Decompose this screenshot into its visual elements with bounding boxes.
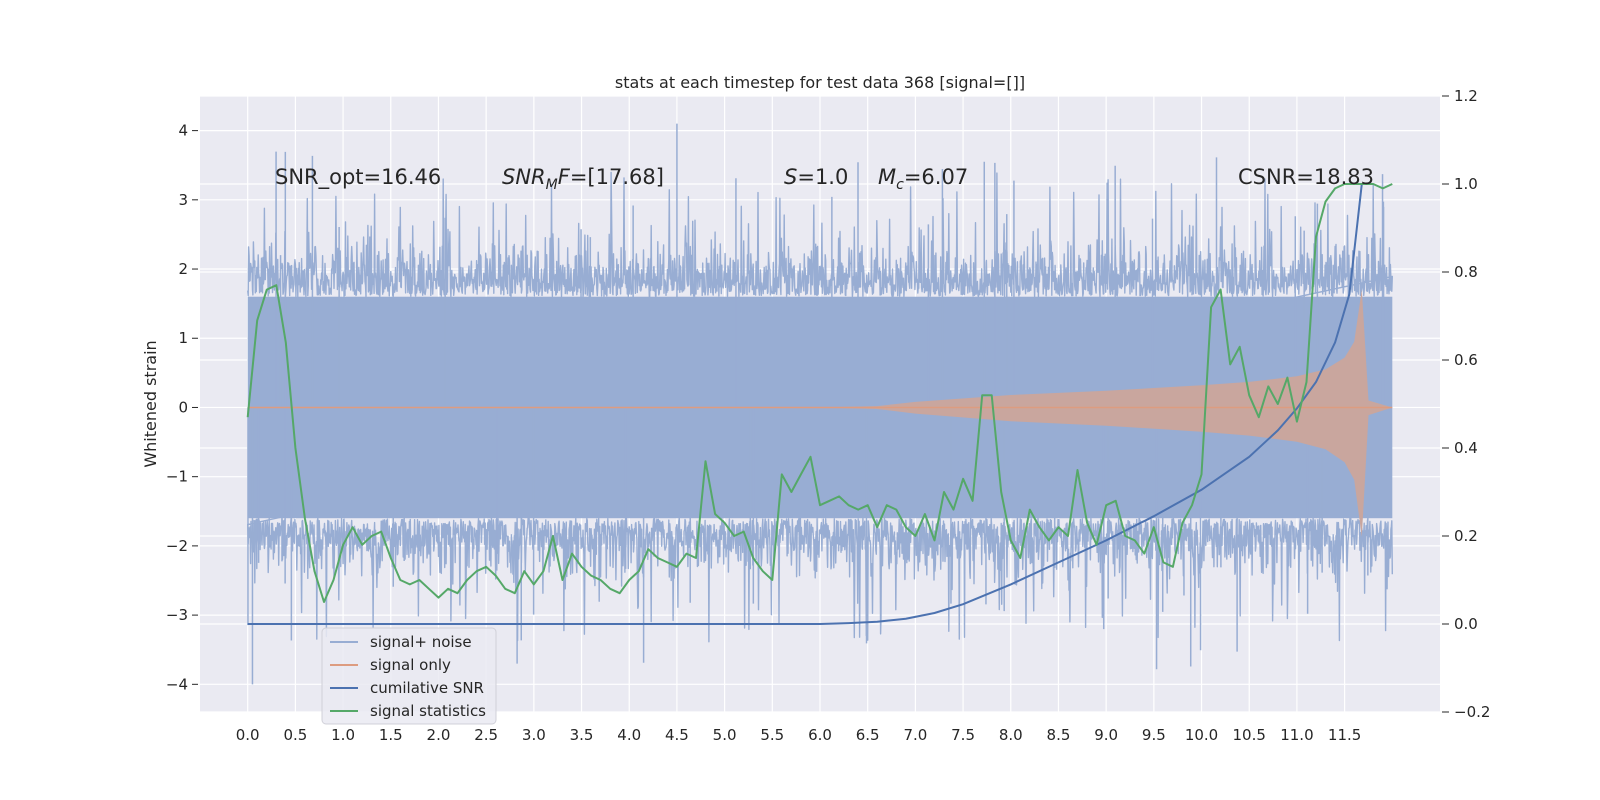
annotation-snr-mf-symbol: SNR <box>502 165 546 189</box>
y-tick-label: −1 <box>166 468 188 486</box>
annotation-mc: Mc=6.07 <box>878 165 968 193</box>
x-tick-label: 8.5 <box>1047 726 1071 744</box>
x-tick-label: 0.0 <box>236 726 260 744</box>
x-tick-label: 5.0 <box>713 726 737 744</box>
y2-tick-label: 0.2 <box>1454 527 1478 545</box>
y-tick-label: 4 <box>178 122 188 140</box>
x-tick-label: 9.5 <box>1142 726 1166 744</box>
y-axis-ticks: 4 3 2 1 0 −1 −2 −3 −4 <box>166 122 198 693</box>
x-tick-label: 10.5 <box>1233 726 1266 744</box>
x-tick-label: 3.0 <box>522 726 546 744</box>
x-tick-label: 3.5 <box>570 726 594 744</box>
legend-label: signal statistics <box>370 702 486 720</box>
signal-only-series <box>247 289 1393 537</box>
y2-tick-label: 0.6 <box>1454 351 1478 369</box>
legend-label: cumilative SNR <box>370 679 484 697</box>
x-tick-label: 11.5 <box>1328 726 1361 744</box>
x-tick-label: 5.5 <box>760 726 784 744</box>
x-tick-label: 9.0 <box>1094 726 1118 744</box>
y-tick-label: 2 <box>178 260 188 278</box>
y2-tick-label: 0.8 <box>1454 263 1478 281</box>
annotation-s-value: =1.0 <box>797 165 848 189</box>
legend-label: signal only <box>370 656 451 674</box>
x-tick-label: 2.5 <box>474 726 498 744</box>
x-tick-label: 8.0 <box>999 726 1023 744</box>
annotation-s: S=1.0 <box>784 165 848 189</box>
x-tick-label: 0.5 <box>283 726 307 744</box>
legend: signal+ noise signal only cumilative SNR si… <box>321 627 497 725</box>
legend-label: signal+ noise <box>370 633 472 651</box>
x-tick-label: 1.5 <box>379 726 403 744</box>
annotation-snr-mf-value: =[17.68] <box>570 165 664 189</box>
y2-axis-ticks: 1.2 1.0 0.8 0.6 0.4 0.2 0.0 −0.2 <box>1442 87 1490 721</box>
y2-tick-label: 1.0 <box>1454 175 1478 193</box>
x-tick-label: 7.5 <box>951 726 975 744</box>
cumulative-snr-series <box>247 183 1363 625</box>
x-tick-label: 10.0 <box>1185 726 1218 744</box>
y-tick-label: −4 <box>166 675 188 693</box>
legend-box <box>321 627 497 725</box>
annotation-snr-mf: SNRMF=[17.68] <box>502 165 664 193</box>
y2-tick-label: 0.0 <box>1454 615 1478 633</box>
x-tick-label: 7.0 <box>903 726 927 744</box>
annotation-snr-mf-sub: M <box>546 177 558 193</box>
annotation-csnr: CSNR=18.83 <box>1238 165 1374 189</box>
y-tick-label: −2 <box>166 537 188 555</box>
y-axis-label: Whitened strain <box>141 340 160 467</box>
annotation-snr-opt: SNR_opt=16.46 <box>275 165 441 190</box>
annotation-mc-sub: c <box>896 177 904 193</box>
y2-tick-label: 0.4 <box>1454 439 1478 457</box>
series-layer <box>246 123 1393 685</box>
signal-statistics-series <box>246 183 1393 603</box>
y-tick-label: −3 <box>166 606 188 624</box>
x-tick-label: 6.0 <box>808 726 832 744</box>
annotation-mc-value: =6.07 <box>904 165 968 189</box>
y-tick-label: 0 <box>178 398 188 416</box>
chart-title: stats at each timestep for test data 368… <box>615 73 1025 92</box>
x-tick-label: 6.5 <box>856 726 880 744</box>
x-tick-label: 2.0 <box>427 726 451 744</box>
y-tick-label: 1 <box>178 329 188 347</box>
y-tick-label: 3 <box>178 191 188 209</box>
x-tick-label: 1.0 <box>331 726 355 744</box>
x-tick-label: 11.0 <box>1280 726 1313 744</box>
x-axis-ticks: 0.0 0.5 1.0 1.5 2.0 2.5 3.0 3.5 4.0 4.5 5.0 5.5 6.0 6… <box>236 726 1362 744</box>
x-tick-label: 4.0 <box>617 726 641 744</box>
annotation-mc-symbol: M <box>878 165 896 189</box>
y2-tick-label: 1.2 <box>1454 87 1478 105</box>
annotation-snr-mf-tail: F <box>558 165 571 189</box>
y2-tick-label: −0.2 <box>1454 703 1490 721</box>
x-tick-label: 4.5 <box>665 726 689 744</box>
annotation-s-symbol: S <box>784 165 797 189</box>
